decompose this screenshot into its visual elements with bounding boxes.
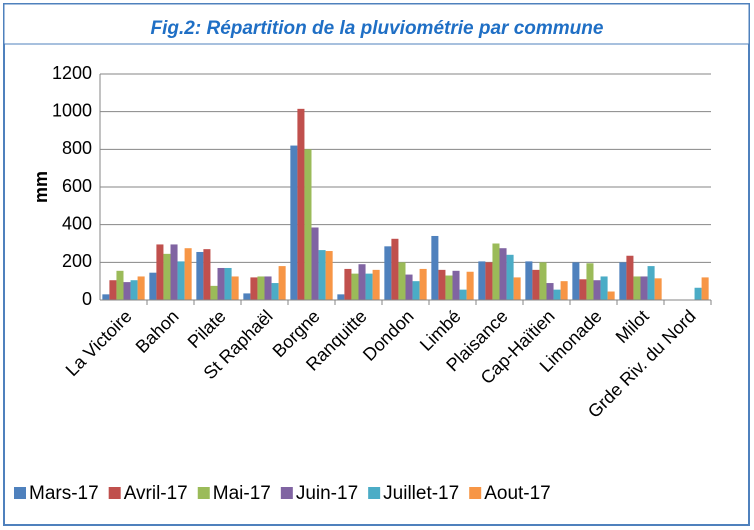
- bar: [532, 269, 540, 300]
- bar: [264, 276, 272, 300]
- bar: [231, 276, 239, 300]
- bar: [203, 249, 211, 300]
- bar: [478, 261, 486, 300]
- bar: [250, 277, 258, 300]
- bar: [177, 261, 185, 300]
- frame: [3, 3, 750, 526]
- legend-swatch: [280, 487, 293, 499]
- bar: [311, 227, 319, 300]
- bar: [217, 267, 225, 300]
- bar: [297, 108, 305, 300]
- bar: [137, 276, 145, 300]
- legend-swatch: [14, 487, 26, 499]
- bar: [116, 270, 124, 300]
- y-tick-label: 200: [62, 251, 92, 271]
- bar: [156, 244, 164, 300]
- title-band: [3, 3, 750, 45]
- bar: [607, 291, 615, 300]
- bar: [290, 145, 298, 300]
- bar: [492, 243, 500, 300]
- bar: [412, 281, 420, 300]
- bar: [539, 262, 547, 300]
- bar: [163, 253, 171, 300]
- bar: [466, 271, 474, 300]
- bar: [640, 276, 648, 300]
- bar: [619, 262, 627, 300]
- y-axis-label: mm: [31, 171, 51, 203]
- legend-swatch: [197, 487, 210, 499]
- bar: [633, 276, 641, 300]
- bar: [278, 266, 286, 300]
- bar: [600, 276, 608, 300]
- y-tick-label: 1000: [52, 100, 92, 120]
- bar: [452, 270, 460, 300]
- bar: [579, 279, 587, 300]
- bar: [109, 280, 117, 300]
- bar: [184, 248, 192, 300]
- bar: [358, 264, 366, 300]
- legend-label: Aout-17: [484, 483, 551, 504]
- bar: [372, 269, 380, 300]
- bar: [419, 268, 427, 300]
- bar: [438, 269, 446, 300]
- bar: [525, 261, 533, 300]
- bar: [271, 283, 279, 300]
- bar: [243, 293, 251, 300]
- bar: [365, 273, 373, 300]
- legend-label: Avril-17: [124, 483, 188, 504]
- legend-swatch: [469, 487, 482, 499]
- bar: [626, 255, 634, 300]
- bar: [586, 263, 594, 300]
- y-tick-label: 400: [62, 213, 92, 233]
- bar: [553, 289, 561, 300]
- bar: [701, 277, 709, 300]
- bar: [130, 280, 138, 300]
- bar: [445, 275, 453, 300]
- bar: [647, 266, 655, 300]
- legend-label: Juin-17: [296, 483, 358, 504]
- y-tick-label: 600: [62, 176, 92, 196]
- bar: [506, 254, 514, 300]
- y-tick-label: 800: [62, 138, 92, 158]
- y-tick-label: 1200: [52, 63, 92, 83]
- bar: [257, 276, 265, 300]
- bar: [344, 268, 352, 300]
- bar: [560, 281, 568, 300]
- bar: [499, 248, 507, 300]
- bar: [694, 287, 702, 300]
- bar: [318, 250, 326, 300]
- bar: [384, 246, 392, 300]
- bar: [224, 267, 232, 300]
- bar: [149, 272, 157, 300]
- legend-label: Mai-17: [213, 483, 271, 504]
- bar: [593, 280, 601, 300]
- bar: [572, 262, 580, 300]
- bar: [196, 251, 204, 300]
- bar: [210, 285, 218, 300]
- legend-label: Mars-17: [29, 483, 99, 504]
- bar: [431, 235, 439, 300]
- legend-swatch: [368, 487, 381, 499]
- chart-title: Fig.2: Répartition de la pluviométrie pa…: [151, 18, 604, 39]
- bar: [485, 262, 493, 300]
- bar: [398, 262, 406, 300]
- bar: [405, 274, 413, 300]
- bar: [351, 273, 359, 300]
- y-tick-label: 0: [82, 289, 92, 309]
- legend-swatch: [108, 487, 121, 499]
- bar: [102, 294, 110, 300]
- bar: [513, 277, 521, 300]
- bar: [304, 149, 312, 300]
- bar: [337, 294, 345, 300]
- bar: [325, 251, 333, 300]
- bar: [546, 283, 554, 300]
- bar: [654, 278, 662, 300]
- bar: [170, 244, 178, 300]
- bar: [459, 289, 467, 300]
- bar: [123, 282, 131, 300]
- bar: [391, 238, 399, 300]
- legend-label: Juillet-17: [383, 483, 459, 504]
